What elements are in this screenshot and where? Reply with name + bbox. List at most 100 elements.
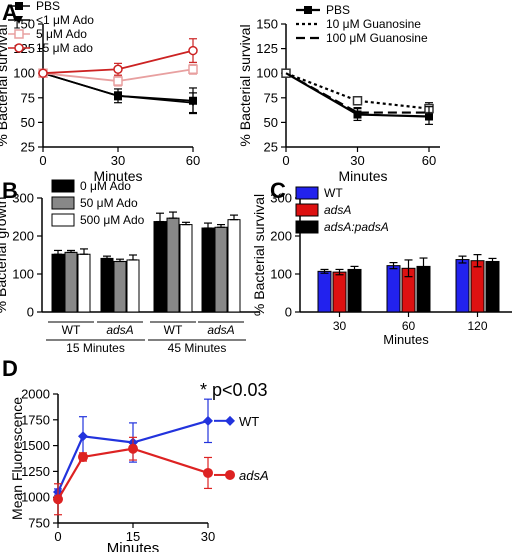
panel-c-legend-label: WT: [324, 186, 343, 200]
panel-c-y-tick-label: 300: [270, 191, 292, 206]
panel-b-group-label: WT: [62, 323, 81, 337]
panel-a-left-point: [113, 64, 123, 75]
panel-a-left-legend-marker: [14, 43, 24, 53]
panel-a-left-y-tick-label: 100: [13, 66, 35, 81]
panel-d-y-tick-label: 1250: [21, 464, 50, 479]
panel-d-point: [78, 431, 88, 442]
panel-d-significance-annotation: * p<0.03: [200, 380, 268, 400]
panel-a-right-y-tick-label: 75: [264, 90, 278, 105]
panel-d-x-tick-label: 0: [54, 529, 61, 544]
panel-c-bar: [470, 260, 485, 313]
panel-a-left-legend-marker: [14, 29, 24, 39]
panel-b-bar: [113, 260, 127, 313]
panel-a-right-x-tick-label: 30: [350, 153, 364, 168]
panel-b-legend-label: 50 μM Ado: [80, 196, 138, 210]
panel-d-y-tick-label: 1500: [21, 438, 50, 453]
panel-c-bar: [455, 259, 470, 313]
panel-label-b: B: [2, 178, 18, 203]
panel-d-y-tick-label: 2000: [21, 387, 50, 402]
panel-b-y-axis-label: % Bacterial growth: [0, 197, 9, 314]
panel-c-y-tick-label: 100: [270, 267, 292, 282]
panel-b-y-tick-label: 0: [27, 305, 34, 320]
panel-c-bar: [317, 270, 332, 313]
panel-d-series-label: WT: [239, 414, 259, 429]
panel-d-point: [128, 443, 138, 454]
panel-a-left-point: [114, 91, 122, 100]
panel-b-group-label: adsA: [106, 323, 133, 337]
panel-a-left-y-axis-label: % Bacterial survival: [0, 24, 10, 146]
panel-c-x-tick-label: 60: [402, 319, 416, 333]
panel-a-right-x-axis-label: Minutes: [338, 168, 387, 184]
panel-d-y-tick-label: 750: [28, 516, 50, 531]
panel-a-right-legend-label: 100 μM Guanosine: [326, 31, 428, 45]
panel-c-bar: [347, 268, 362, 313]
panel-c-bar: [386, 265, 401, 313]
panel-c-legend-label: adsA: [324, 203, 351, 217]
panel-d-x-tick-label: 15: [126, 529, 140, 544]
panel-a-left-point: [113, 76, 123, 86]
panel-a-right-point: [352, 96, 363, 106]
panel-c-y-tick-label: 200: [270, 229, 292, 244]
panel-a-right-x-tick-label: 60: [422, 153, 436, 168]
panel-a-left-legend-label: 5 μM Ado: [36, 27, 87, 41]
panel-a-right-legend-label: PBS: [326, 3, 350, 17]
panel-a-left-y-tick-label: 75: [21, 90, 35, 105]
panel-c-x-tick-label: 120: [467, 319, 487, 333]
panel-label-d: D: [2, 356, 18, 381]
panel-c-legend-label: adsA:padsA: [324, 220, 389, 234]
panel-d-point: [78, 451, 88, 462]
panel-b-bar: [214, 226, 228, 313]
panel-d-x-axis-label: Minutes: [107, 540, 160, 552]
panel-d-y-tick-label: 1750: [21, 412, 50, 427]
panel-a-right-legend-marker: [304, 6, 312, 14]
panel-d-series-label: adsA: [239, 468, 269, 483]
panel-b-bar: [179, 224, 193, 313]
panel-a-right-x-tick-label: 0: [282, 153, 289, 168]
panel-c-legend-swatch: [295, 220, 319, 234]
panel-d-y-tick-label: 1000: [21, 490, 50, 505]
panel-d-point: [203, 467, 213, 478]
panel-a-left-point: [188, 45, 198, 56]
panel-b-bar: [126, 259, 140, 313]
panel-a-right-y-tick-label: 100: [256, 66, 278, 81]
panel-d-series-line: [57, 447, 209, 500]
panel-a-left-point: [188, 64, 198, 75]
panel-a-right-series-line: [285, 72, 429, 114]
panel-b-bar: [153, 221, 167, 313]
panel-c-x-axis-label: Minutes: [383, 332, 429, 347]
panel-a-left-y-tick-label: 50: [21, 115, 35, 130]
panel-a-right-y-tick-label: 25: [264, 140, 278, 155]
panel-b-legend-label: 0 μM Ado: [80, 179, 131, 193]
panel-b-bar: [77, 253, 91, 313]
panel-a-left-legend-label: 15 μM ado: [36, 41, 93, 55]
panel-c-x-tick-label: 30: [333, 319, 347, 333]
panel-a-right-y-tick-label: 125: [256, 41, 278, 56]
panel-b-bar: [201, 227, 215, 313]
panel-a-left-x-tick-label: 30: [111, 153, 125, 168]
panel-c-y-tick-label: 0: [285, 305, 292, 320]
panel-d-point: [203, 415, 213, 426]
panel-label-c: C: [270, 178, 286, 203]
panel-a-left-x-tick-label: 60: [186, 153, 200, 168]
panel-d-series-arrow-head: [225, 415, 235, 426]
panel-b-y-tick-label: 100: [12, 267, 34, 282]
panel-a-left-legend-marker: [15, 2, 23, 10]
panel-c-legend-swatch: [295, 203, 319, 217]
panel-b-y-tick-label: 300: [12, 191, 34, 206]
panel-b-group-label: WT: [164, 323, 183, 337]
panel-b-time-label: 15 Minutes: [66, 341, 125, 355]
panel-a-left-point: [189, 98, 197, 107]
panel-b-group-label: adsA: [207, 323, 234, 337]
panel-c-bar: [485, 260, 500, 313]
panel-d-series-line: [56, 419, 209, 493]
panel-a-left-legend-label: PBS: [36, 0, 60, 13]
panel-b-legend-swatch: [51, 179, 75, 193]
panel-b-bar: [100, 257, 114, 313]
panel-b-bar: [51, 253, 65, 313]
panel-a-left-legend-label: <1 μM Ado: [36, 13, 94, 27]
panel-b-bar: [166, 217, 180, 313]
panel-d-point: [53, 494, 63, 505]
panel-a-left-legend-marker: [15, 16, 23, 24]
panel-a-right-y-tick-label: 150: [256, 17, 278, 32]
